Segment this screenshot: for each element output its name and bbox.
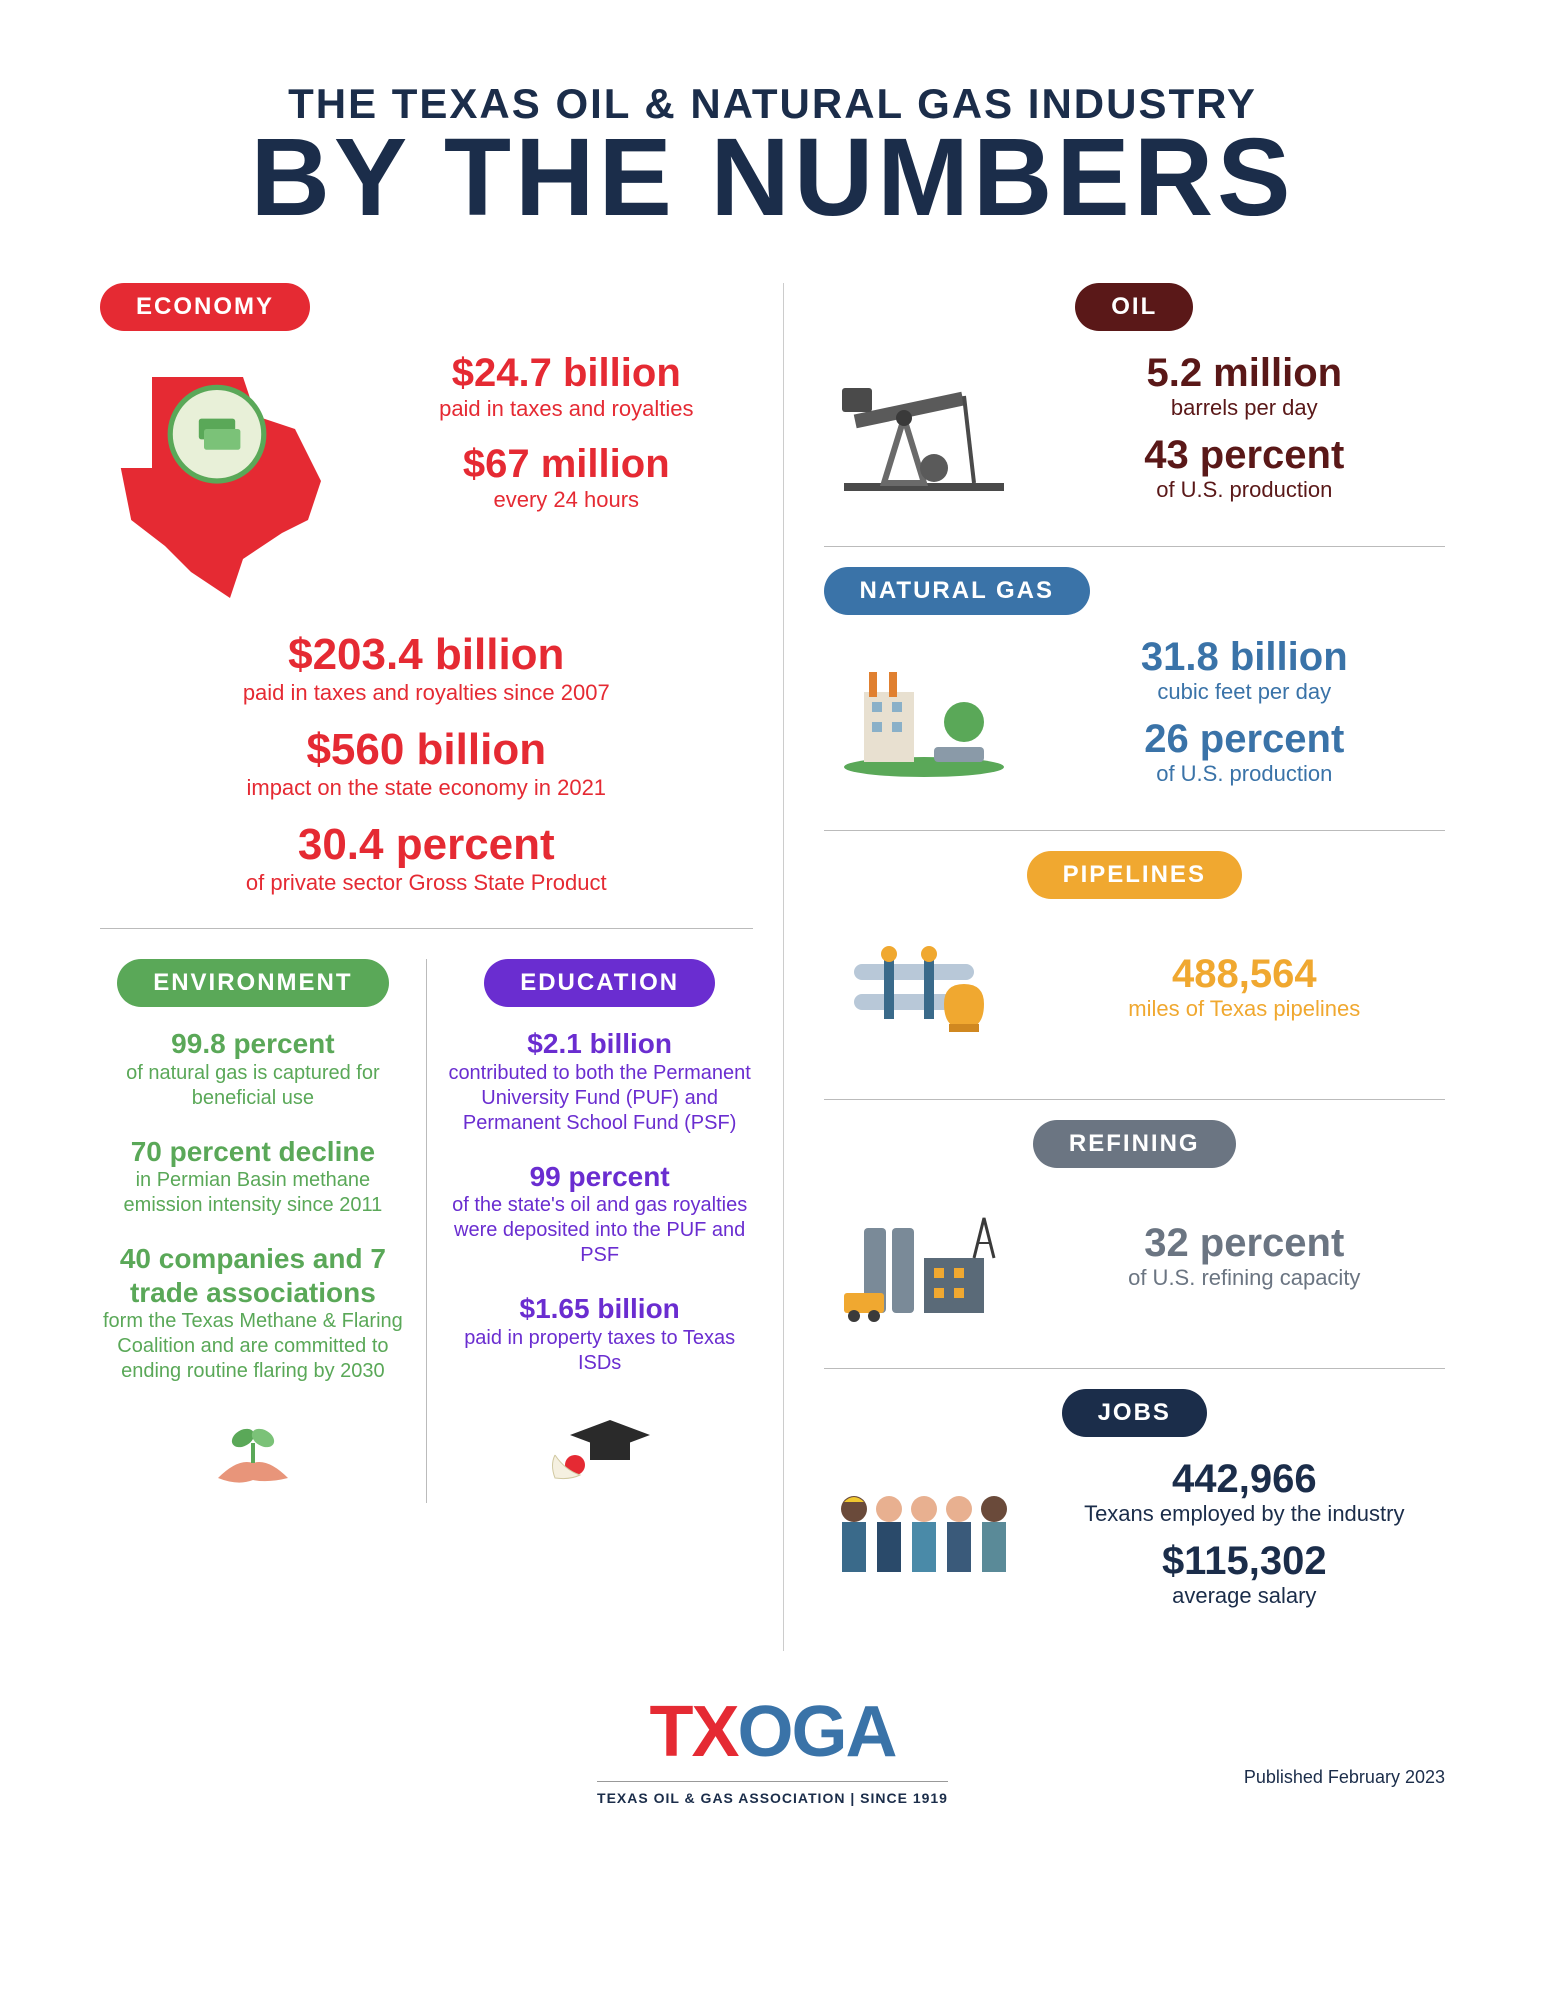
stat-desc: average salary [1044, 1583, 1445, 1609]
stat-value: 40 companies and 7 trade associations [100, 1242, 406, 1309]
stat-value: $560 billion [100, 726, 753, 774]
plant-icon [100, 1408, 406, 1503]
jobs-section: JOBS [824, 1389, 1445, 1622]
stat-value: $67 million [380, 442, 753, 486]
refinery-icon [824, 1188, 1024, 1338]
stat-desc: paid in taxes and royalties [380, 395, 753, 424]
economy-top-stat-0: $24.7 billion paid in taxes and royaltie… [380, 351, 753, 424]
header-title: BY THE NUMBERS [100, 123, 1445, 233]
graduation-cap-icon [447, 1400, 753, 1495]
economy-stat-0: $203.4 billion paid in taxes and royalti… [100, 631, 753, 708]
left-column: ECONOMY $24.7 billion paid in taxes and … [100, 283, 753, 1651]
logo-subtitle: TEXAS OIL & GAS ASSOCIATION | SINCE 1919 [597, 1781, 948, 1806]
stat-desc: impact on the state economy in 2021 [100, 774, 753, 803]
divider [824, 1368, 1445, 1369]
env-stat-2: 40 companies and 7 trade associations fo… [100, 1242, 406, 1384]
footer: TXOGA TEXAS OIL & GAS ASSOCIATION | SINC… [100, 1691, 1445, 1808]
pipelines-section: PIPELINES 488,564 mi [824, 851, 1445, 1069]
stat-desc: of U.S. production [1044, 477, 1445, 503]
stat-value: $24.7 billion [380, 351, 753, 395]
pumpjack-icon [824, 358, 1024, 508]
stat-desc: of private sector Gross State Product [100, 869, 753, 898]
stat-value: $203.4 billion [100, 631, 753, 679]
natural-gas-section: NATURAL GAS [824, 567, 1445, 800]
env-edu-row: ENVIRONMENT 99.8 percent of natural gas … [100, 959, 753, 1503]
header: THE TEXAS OIL & NATURAL GAS INDUSTRY BY … [100, 80, 1445, 233]
natural-gas-stats: 31.8 billion cubic feet per day 26 perce… [1044, 635, 1445, 800]
texas-map-icon [100, 351, 360, 611]
stat-desc: of U.S. refining capacity [1044, 1265, 1445, 1291]
stat-value: 43 percent [1044, 433, 1445, 477]
stat-desc: paid in property taxes to Texas ISDs [447, 1326, 753, 1376]
economy-stat-2: 30.4 percent of private sector Gross Sta… [100, 821, 753, 898]
oil-section: OIL 5.2 million barrels per day [824, 283, 1445, 516]
env-stat-0: 99.8 percent of natural gas is captured … [100, 1027, 406, 1111]
stat-desc: of the state's oil and gas royalties wer… [447, 1193, 753, 1268]
stat-desc: miles of Texas pipelines [1044, 996, 1445, 1022]
divider [100, 928, 753, 929]
economy-top-stat-1: $67 million every 24 hours [380, 442, 753, 515]
stat-desc: of natural gas is captured for beneficia… [100, 1061, 406, 1111]
jobs-pill: JOBS [1062, 1389, 1207, 1437]
stat-value: 70 percent decline [100, 1135, 406, 1169]
publish-date: Published February 2023 [1244, 1767, 1445, 1788]
logo-oga: OGA [738, 1692, 896, 1772]
logo: TXOGA [100, 1691, 1445, 1773]
stat-value: 442,966 [1044, 1457, 1445, 1501]
stat-value: $115,302 [1044, 1539, 1445, 1583]
stat-desc: cubic feet per day [1044, 679, 1445, 705]
env-stat-1: 70 percent decline in Permian Basin meth… [100, 1135, 406, 1219]
jobs-stats: 442,966 Texans employed by the industry … [1044, 1457, 1445, 1622]
environment-pill: ENVIRONMENT [117, 959, 388, 1007]
stat-value: $2.1 billion [447, 1027, 753, 1061]
stat-desc: paid in taxes and royalties since 2007 [100, 679, 753, 708]
gas-plant-icon [824, 642, 1024, 792]
stat-value: 99 percent [447, 1160, 753, 1194]
stat-value: 26 percent [1044, 717, 1445, 761]
refining-section: REFINING [824, 1120, 1445, 1338]
stat-desc: every 24 hours [380, 486, 753, 515]
stat-desc: of U.S. production [1044, 761, 1445, 787]
pipelines-pill: PIPELINES [1027, 851, 1242, 899]
economy-pill: ECONOMY [100, 283, 310, 331]
economy-section: ECONOMY $24.7 billion paid in taxes and … [100, 283, 753, 898]
refining-pill: REFINING [1033, 1120, 1236, 1168]
divider [824, 830, 1445, 831]
education-pill: EDUCATION [484, 959, 715, 1007]
education-section: EDUCATION $2.1 billion contributed to bo… [447, 959, 753, 1503]
stat-value: 488,564 [1044, 952, 1445, 996]
economy-stat-1: $560 billion impact on the state economy… [100, 726, 753, 803]
economy-top-stats: $24.7 billion paid in taxes and royaltie… [380, 351, 753, 532]
oil-stats: 5.2 million barrels per day 43 percent o… [1044, 351, 1445, 516]
pipeline-icon [824, 919, 1024, 1069]
stat-value: 32 percent [1044, 1221, 1445, 1265]
content: ECONOMY $24.7 billion paid in taxes and … [100, 283, 1445, 1651]
environment-section: ENVIRONMENT 99.8 percent of natural gas … [100, 959, 427, 1503]
stat-value: 99.8 percent [100, 1027, 406, 1061]
pipelines-stats: 488,564 miles of Texas pipelines [1044, 952, 1445, 1034]
divider [824, 546, 1445, 547]
edu-stat-1: 99 percent of the state's oil and gas ro… [447, 1160, 753, 1269]
stat-desc: barrels per day [1044, 395, 1445, 421]
stat-desc: form the Texas Methane & Flaring Coaliti… [100, 1309, 406, 1384]
edu-stat-2: $1.65 billion paid in property taxes to … [447, 1292, 753, 1376]
stat-value: 31.8 billion [1044, 635, 1445, 679]
stat-value: 5.2 million [1044, 351, 1445, 395]
refining-stats: 32 percent of U.S. refining capacity [1044, 1221, 1445, 1303]
right-column: OIL 5.2 million barrels per day [783, 283, 1445, 1651]
stat-desc: Texans employed by the industry [1044, 1501, 1445, 1527]
stat-value: $1.65 billion [447, 1292, 753, 1326]
divider [824, 1099, 1445, 1100]
stat-desc: contributed to both the Permanent Univer… [447, 1061, 753, 1136]
natural-gas-pill: NATURAL GAS [824, 567, 1090, 615]
logo-tx: TX [649, 1692, 737, 1772]
stat-value: 30.4 percent [100, 821, 753, 869]
stat-desc: in Permian Basin methane emission intens… [100, 1168, 406, 1218]
oil-pill: OIL [1075, 283, 1193, 331]
workers-icon [824, 1464, 1024, 1614]
edu-stat-0: $2.1 billion contributed to both the Per… [447, 1027, 753, 1136]
